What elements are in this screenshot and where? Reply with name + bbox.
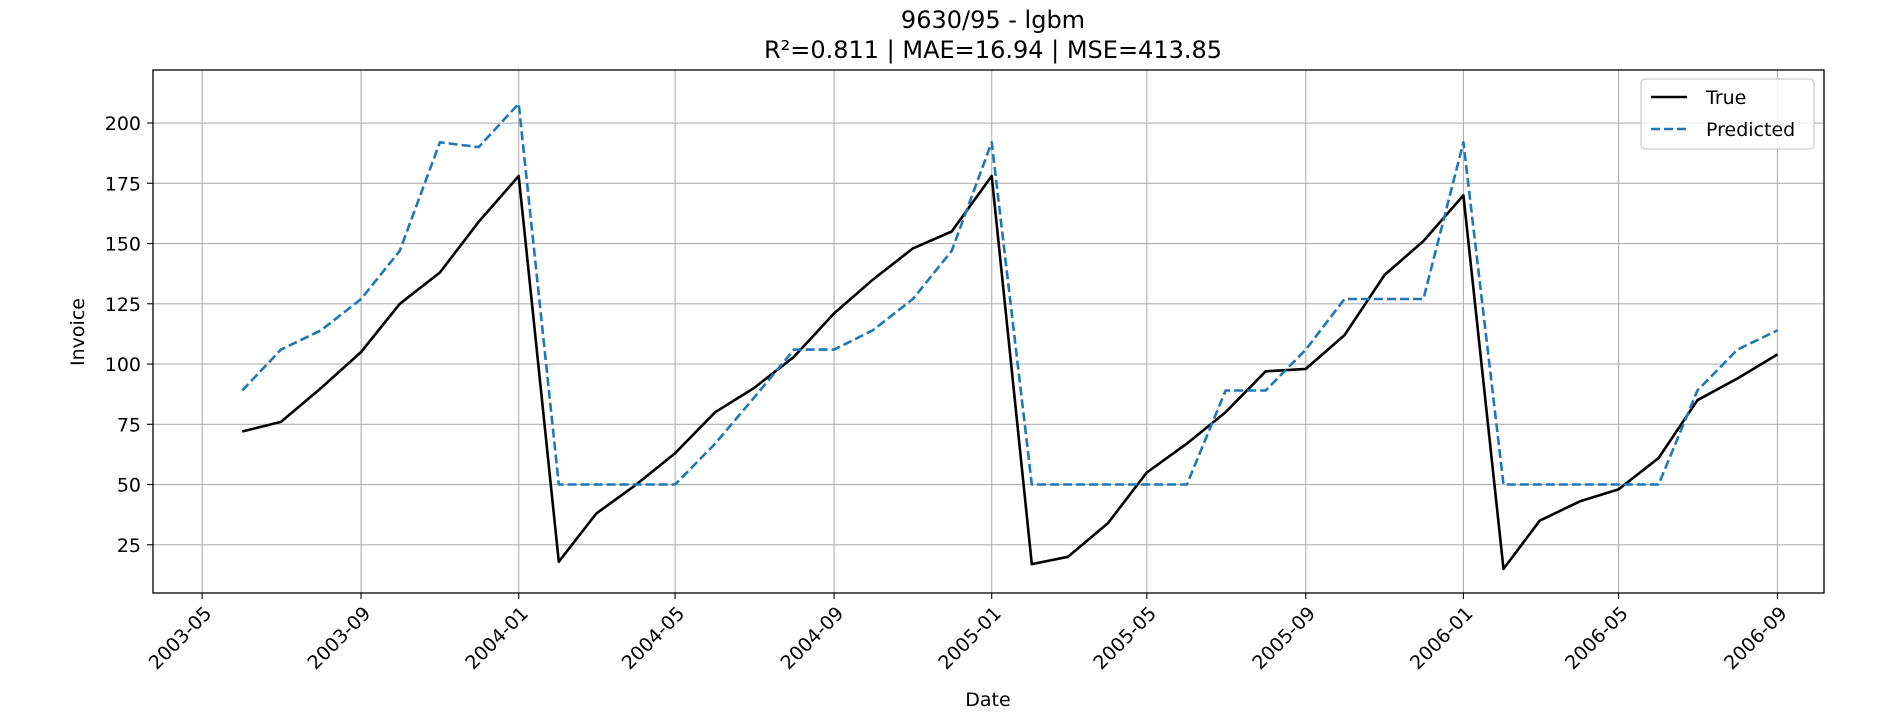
x-tick-label: 2006-01	[1406, 603, 1478, 675]
x-tick-label: 2004-05	[618, 603, 690, 675]
y-tick-label: 125	[105, 294, 141, 316]
chart-subtitle: R²=0.811 | MAE=16.94 | MSE=413.85	[764, 36, 1222, 64]
y-tick-label: 100	[105, 354, 141, 376]
x-tick-label: 2006-09	[1720, 603, 1792, 675]
x-tick-label: 2003-05	[145, 603, 217, 675]
x-tick-label: 2004-09	[777, 603, 849, 675]
x-tick-label: 2004-01	[461, 603, 533, 675]
y-axis: 25 50 75 100 125 150 175 200	[105, 113, 153, 557]
series-line-true	[241, 174, 1779, 571]
x-tick-label: 2006-05	[1561, 603, 1633, 675]
series-line-predicted	[241, 102, 1779, 486]
y-tick-label: 50	[117, 475, 141, 497]
y-tick-label: 75	[117, 414, 141, 436]
series-lines	[241, 102, 1779, 571]
chart-title: 9630/95 - lgbm	[901, 6, 1085, 34]
grid-lines	[153, 70, 1824, 593]
legend-label-true: True	[1705, 87, 1746, 109]
x-tick-label: 2003-09	[304, 603, 376, 675]
x-tick-label: 2005-05	[1089, 603, 1161, 675]
y-tick-label: 200	[105, 113, 141, 135]
y-axis-label: Invoice	[67, 298, 89, 366]
x-tick-label: 2005-01	[934, 603, 1006, 675]
plot-area	[152, 69, 1825, 594]
y-tick-label: 175	[105, 173, 141, 195]
legend-label-predicted: Predicted	[1706, 119, 1795, 141]
x-tick-label: 2005-09	[1248, 603, 1320, 675]
legend: True Predicted	[1640, 78, 1815, 150]
x-axis: 2003-05 2003-09 2004-01 2004-05 2004-09 2005-…	[145, 593, 1792, 674]
x-axis-label: Date	[965, 689, 1010, 711]
y-tick-label: 25	[117, 535, 141, 557]
y-tick-label: 150	[105, 234, 141, 256]
